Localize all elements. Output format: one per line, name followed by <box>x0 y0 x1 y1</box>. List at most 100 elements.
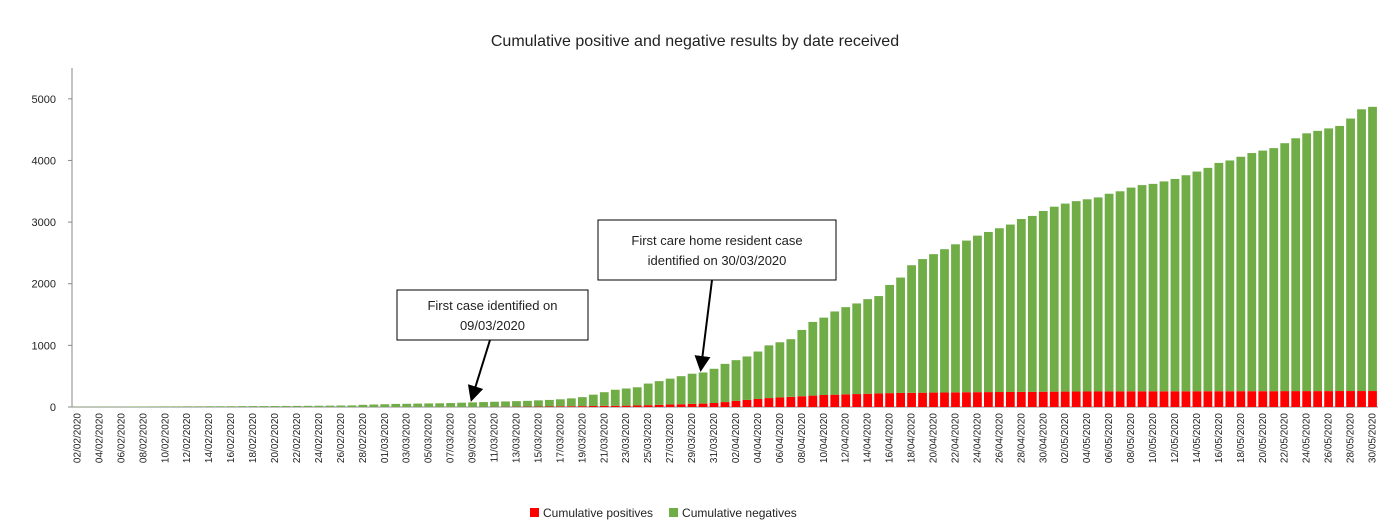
annotation-text: First case identified on <box>427 298 557 313</box>
x-tick-label: 01/03/2020 <box>380 413 391 463</box>
x-tick-label: 31/03/2020 <box>709 413 720 463</box>
legend-swatch <box>530 508 539 517</box>
bar-segment <box>731 360 741 401</box>
annotation-arrow <box>694 279 713 372</box>
bar-segment <box>1313 130 1323 392</box>
bar-segment <box>1346 118 1355 392</box>
bar-segment <box>347 405 357 407</box>
x-tick-label: 21/03/2020 <box>599 413 610 463</box>
bar-segment <box>588 406 598 407</box>
bar-segment <box>1236 391 1246 407</box>
bar-segment <box>885 393 895 407</box>
bar-segment <box>709 368 719 403</box>
x-tick-label: 06/02/2020 <box>116 413 127 463</box>
bar-segment <box>490 401 499 407</box>
bar-segment <box>654 404 664 407</box>
x-tick-label: 26/05/2020 <box>1324 413 1335 463</box>
bar-segment <box>1170 178 1180 392</box>
bar-segment <box>577 397 587 407</box>
bar-segment <box>786 396 796 407</box>
bar-segment <box>907 265 916 393</box>
bar-segment <box>1093 197 1103 392</box>
x-tick-label: 15/03/2020 <box>533 413 544 463</box>
bar-segment <box>468 402 477 407</box>
bar-segment <box>1159 181 1169 392</box>
bar-segment <box>545 399 554 407</box>
bar-segment <box>841 394 851 407</box>
bar-segment <box>863 299 873 394</box>
bar-segment <box>182 406 192 407</box>
bar-segment <box>797 396 807 407</box>
bar-segment <box>786 339 796 397</box>
bar-segment <box>402 403 412 407</box>
x-tick-label: 28/02/2020 <box>358 413 369 463</box>
bar-segment <box>1247 153 1257 392</box>
bar-segment <box>709 402 719 407</box>
bar-segment <box>1192 391 1202 407</box>
y-tick-label: 4000 <box>32 155 56 167</box>
bar-segment <box>204 406 214 407</box>
bar-segment <box>896 277 905 393</box>
bar-segment <box>852 394 862 407</box>
x-tick-label: 28/04/2020 <box>1016 413 1027 463</box>
bar-segment <box>1038 391 1048 407</box>
bar-segment <box>1302 391 1312 407</box>
bar-segment <box>830 311 840 395</box>
bar-segment <box>523 400 532 407</box>
bar-segment <box>1324 391 1334 407</box>
bar-segment <box>643 383 653 406</box>
x-tick-label: 23/03/2020 <box>621 413 632 463</box>
x-tick-label: 24/02/2020 <box>314 413 325 463</box>
x-tick-label: 18/05/2020 <box>1236 413 1247 463</box>
x-tick-label: 18/02/2020 <box>248 413 259 463</box>
bar-segment <box>610 405 620 407</box>
x-tick-label: 08/04/2020 <box>797 413 808 463</box>
x-tick-label: 16/02/2020 <box>226 413 237 463</box>
bar-segment <box>413 403 423 407</box>
bar-segment <box>1181 175 1191 392</box>
bar-segment <box>1302 133 1312 392</box>
bar-segment <box>1115 191 1125 392</box>
x-tick-label: 11/03/2020 <box>490 413 501 463</box>
bar-segment <box>512 401 521 407</box>
annotation-box <box>597 219 837 281</box>
bar-segment <box>885 284 895 394</box>
bar-segment <box>1258 391 1268 407</box>
bar-segment <box>797 329 807 397</box>
bar-segment <box>1258 150 1268 392</box>
bar-segment <box>391 403 401 407</box>
x-tick-label: 06/05/2020 <box>1104 413 1115 463</box>
bar-segment <box>918 259 927 393</box>
bar-segment <box>424 403 434 407</box>
bar-segment <box>1027 391 1037 407</box>
bar-segment <box>808 395 818 407</box>
bar-segment <box>1368 106 1377 392</box>
bar-segment <box>654 381 664 405</box>
bar-segment <box>160 406 170 407</box>
bar-segment <box>621 388 631 406</box>
chart-title: Cumulative positive and negative results… <box>491 33 899 50</box>
bar-segment <box>270 406 280 407</box>
bar-segment <box>1082 199 1092 392</box>
bar-segment <box>1049 206 1059 392</box>
bar-segment <box>1016 219 1026 392</box>
bar-segment <box>325 405 335 407</box>
bar-segment <box>994 392 1004 407</box>
bar-segment <box>1148 183 1158 392</box>
bar-segment <box>863 393 873 407</box>
x-tick-label: 10/04/2020 <box>819 413 830 463</box>
bar-segment <box>687 373 697 404</box>
bar-segment <box>830 394 840 407</box>
bar-segment <box>632 387 642 406</box>
bar-segment <box>973 392 982 407</box>
x-tick-label: 12/05/2020 <box>1170 413 1181 463</box>
x-tick-label: 12/04/2020 <box>841 413 852 463</box>
bar-segment <box>1247 391 1257 407</box>
bar-segment <box>951 244 960 393</box>
x-tick-label: 06/04/2020 <box>775 413 786 463</box>
x-tick-label: 14/02/2020 <box>204 413 215 463</box>
bar-segment <box>1104 193 1114 392</box>
x-tick-label: 12/02/2020 <box>182 413 193 463</box>
bar-segment <box>1093 391 1103 407</box>
bar-segment <box>841 307 851 395</box>
